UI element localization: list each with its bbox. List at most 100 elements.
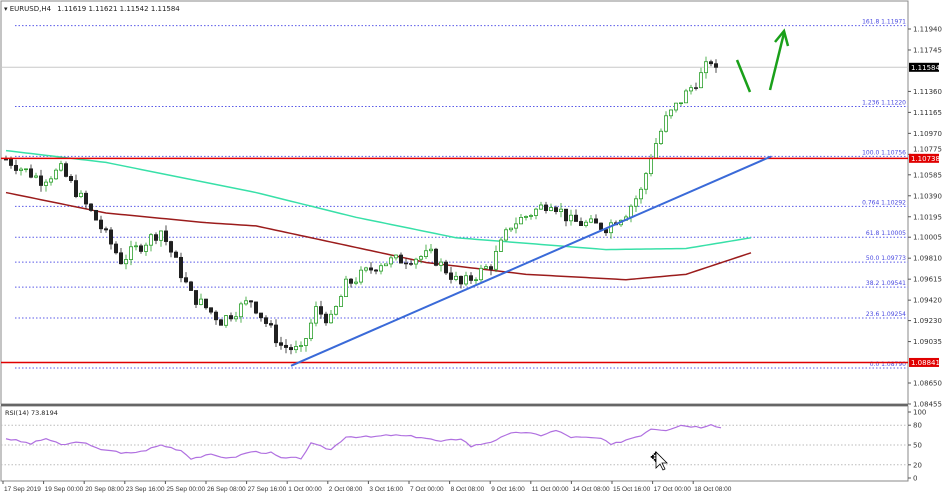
candle-body xyxy=(488,266,493,270)
candle-body xyxy=(223,315,228,326)
candle-body xyxy=(109,229,114,245)
candle-body xyxy=(34,175,39,178)
current-price-label: 1.11584 xyxy=(911,64,940,72)
candle-body xyxy=(119,252,124,265)
candle-body xyxy=(584,221,589,226)
candle-body xyxy=(544,204,549,211)
candle-body xyxy=(323,313,328,324)
candle-body xyxy=(679,102,684,105)
arrow-up-head-icon xyxy=(774,28,790,47)
candle-body xyxy=(458,275,463,285)
candle-body xyxy=(238,303,243,318)
x-tick-label: 27 Sep 16:00 xyxy=(248,486,287,493)
x-tick-label: 14 Oct 08:00 xyxy=(572,486,610,493)
candle-body xyxy=(18,168,23,171)
candle-body xyxy=(173,251,178,258)
candle-body xyxy=(569,214,574,222)
candle-body xyxy=(288,347,293,351)
candle-body xyxy=(714,63,719,68)
candle-body xyxy=(213,311,218,321)
y-tick-label: 1.09615 xyxy=(913,276,942,284)
rsi-tick-label: 0 xyxy=(913,475,917,483)
candle-body xyxy=(368,267,373,271)
candle-body xyxy=(473,279,478,281)
level-price-tag xyxy=(909,153,939,163)
rsi-label: RSI(14) 73.8194 xyxy=(5,409,58,417)
candle-body xyxy=(468,275,473,281)
candle-body xyxy=(554,207,559,212)
dropdown-triangle-icon[interactable]: ▾ xyxy=(4,5,8,13)
candle-body xyxy=(423,250,428,257)
candle-body xyxy=(54,169,59,180)
fib-level-label: 161.8 1.11971 xyxy=(862,19,906,26)
x-tick-label: 1 Oct 00:00 xyxy=(288,486,322,493)
arrow-down-stroke xyxy=(735,59,752,93)
y-tick-label: 1.08650 xyxy=(913,380,942,388)
candle-body xyxy=(453,275,458,280)
candle-body xyxy=(503,229,508,241)
level-price-label: 1.10738 xyxy=(911,155,940,163)
fib-level-label: 50.0 1.09773 xyxy=(866,255,906,262)
x-tick-label: 17 Oct 00:00 xyxy=(654,486,692,493)
candle-body xyxy=(188,281,193,291)
candle-body xyxy=(328,313,333,324)
candle-body xyxy=(448,272,453,280)
candle-body xyxy=(13,165,18,171)
candle-body xyxy=(373,269,378,272)
x-tick-label: 19 Sep 00:00 xyxy=(45,486,84,493)
fib-level-label: 0.0 1.08790 xyxy=(870,361,906,368)
candle-body xyxy=(313,306,318,324)
candle-body xyxy=(283,344,288,348)
candle-body xyxy=(498,239,503,252)
x-tick-label: 11 Oct 00:00 xyxy=(532,486,569,493)
candle-body xyxy=(669,109,674,117)
candle-body xyxy=(433,248,438,266)
x-tick-label: 8 Oct 08:00 xyxy=(451,486,485,493)
candle-body xyxy=(383,263,388,267)
candle-body xyxy=(388,257,393,265)
candle-body xyxy=(99,219,104,230)
candle-body xyxy=(278,342,283,346)
x-tick-label: 3 Oct 16:00 xyxy=(369,486,403,493)
moving-average-slow xyxy=(5,149,752,251)
rsi-tick-label: 80 xyxy=(913,422,922,430)
x-tick-label: 18 Oct 08:00 xyxy=(694,486,732,493)
y-tick-label: 1.11940 xyxy=(913,26,942,34)
y-tick-label: 1.10775 xyxy=(913,145,942,153)
moving-average-fast xyxy=(5,191,752,281)
candle-body xyxy=(549,207,554,211)
candle-body xyxy=(674,102,679,111)
arrow-up-stroke xyxy=(768,32,786,91)
x-tick-label: 20 Sep 08:00 xyxy=(85,486,124,493)
fib-level-label: 1.236 1.11220 xyxy=(862,99,906,106)
candle-body xyxy=(248,300,253,303)
y-tick-label: 1.08455 xyxy=(913,400,942,408)
y-tick-label: 1.09420 xyxy=(913,297,942,305)
candle-body xyxy=(203,298,208,309)
main-panel-frame xyxy=(0,0,909,405)
candle-body xyxy=(59,163,64,171)
candle-body xyxy=(644,173,649,190)
rsi-tick-label: 100 xyxy=(913,409,926,417)
current-price-tag xyxy=(909,62,939,72)
candle-body xyxy=(343,278,348,297)
candle-body xyxy=(534,208,539,216)
candle-body xyxy=(293,346,298,351)
y-tick-label: 1.10390 xyxy=(913,192,942,200)
candle-body xyxy=(4,158,9,161)
candle-body xyxy=(699,72,704,89)
candle-body xyxy=(253,301,258,314)
level-price-label: 1.08841 xyxy=(911,359,940,367)
candle-body xyxy=(654,143,659,159)
candle-body xyxy=(303,338,308,346)
candle-body xyxy=(318,306,323,315)
candle-body xyxy=(168,241,173,253)
candle-body xyxy=(273,324,278,344)
level-price-tag xyxy=(909,357,939,367)
candle-body xyxy=(378,265,383,272)
candle-body xyxy=(133,245,138,248)
candle-body xyxy=(559,208,564,212)
candle-body xyxy=(709,61,714,65)
candle-body xyxy=(508,227,513,231)
